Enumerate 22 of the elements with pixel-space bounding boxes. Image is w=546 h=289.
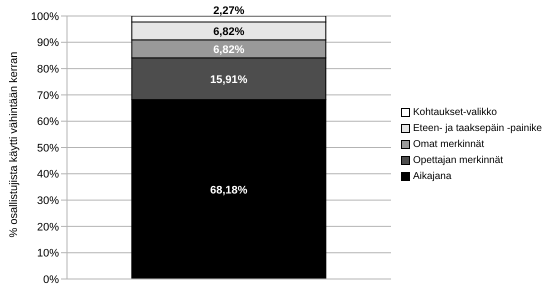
legend-label: Eteen- ja taaksepäin -painike bbox=[413, 123, 542, 134]
legend-label: Aikajana bbox=[413, 171, 452, 182]
legend-label: Kohtaukset-valikko bbox=[413, 107, 497, 118]
legend-label: Omat merkinnät bbox=[413, 139, 484, 150]
data-label: 6,82% bbox=[213, 44, 245, 56]
y-tick-label: 30% bbox=[36, 195, 60, 208]
y-tick-label: 100% bbox=[30, 10, 60, 23]
data-label: 68,18% bbox=[210, 184, 248, 196]
y-axis-title: % osallistujista käytti vähintään kerran bbox=[8, 52, 20, 238]
y-tick-label: 20% bbox=[36, 221, 60, 234]
y-tick-label: 70% bbox=[36, 90, 60, 102]
data-label: 2,27% bbox=[213, 5, 245, 17]
data-label: 6,82% bbox=[213, 26, 245, 38]
y-tick-label: 90% bbox=[36, 37, 60, 50]
y-tick-label: 60% bbox=[36, 116, 60, 128]
y-tick-label: 50% bbox=[36, 142, 60, 154]
y-tick-label: 40% bbox=[36, 168, 60, 181]
y-tick-label: 10% bbox=[36, 248, 60, 260]
y-tick-label: 80% bbox=[36, 64, 60, 76]
legend-label: Opettajan merkinnät bbox=[413, 155, 504, 166]
y-tick-label: 0% bbox=[43, 274, 60, 286]
data-label: 15,91% bbox=[210, 74, 248, 86]
